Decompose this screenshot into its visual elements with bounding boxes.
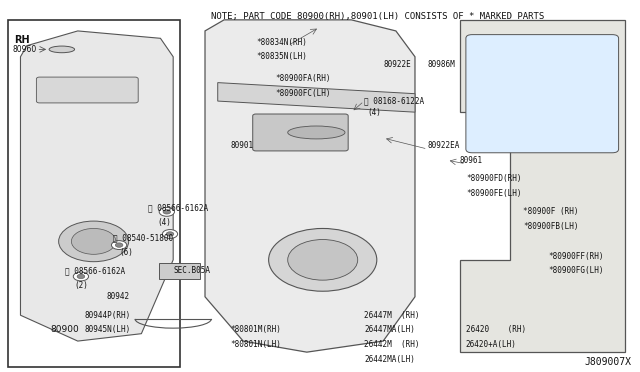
Circle shape xyxy=(72,228,116,254)
Polygon shape xyxy=(205,20,415,352)
Text: *80900FE(LH): *80900FE(LH) xyxy=(466,189,522,198)
Text: *80900FD(RH): *80900FD(RH) xyxy=(466,174,522,183)
Text: 26447MA(LH): 26447MA(LH) xyxy=(364,326,415,334)
Circle shape xyxy=(159,208,175,216)
Circle shape xyxy=(111,241,127,250)
Text: 80900: 80900 xyxy=(51,325,79,334)
Text: 26442MA(LH): 26442MA(LH) xyxy=(364,355,415,364)
Text: *80900FA(RH): *80900FA(RH) xyxy=(275,74,330,83)
Circle shape xyxy=(163,230,178,238)
Text: *80900FB(LH): *80900FB(LH) xyxy=(523,222,579,231)
Text: 26442M  (RH): 26442M (RH) xyxy=(364,340,420,349)
Text: 80945N(LH): 80945N(LH) xyxy=(84,326,131,334)
Text: 80922E: 80922E xyxy=(383,60,411,69)
Text: *80801N(LH): *80801N(LH) xyxy=(230,340,282,349)
Text: *80900F (RH): *80900F (RH) xyxy=(523,207,579,217)
Circle shape xyxy=(77,274,84,279)
Circle shape xyxy=(166,232,174,236)
Text: 80986M: 80986M xyxy=(428,60,456,69)
Text: (6): (6) xyxy=(119,248,133,257)
Text: (4): (4) xyxy=(157,218,171,227)
Polygon shape xyxy=(218,83,415,112)
Text: *80834N(RH): *80834N(RH) xyxy=(256,38,307,46)
Text: *80801M(RH): *80801M(RH) xyxy=(230,326,282,334)
Text: Ⓑ 08168-6122A: Ⓑ 08168-6122A xyxy=(364,97,424,106)
FancyBboxPatch shape xyxy=(159,263,200,279)
Polygon shape xyxy=(460,20,625,352)
Circle shape xyxy=(59,221,129,262)
Circle shape xyxy=(288,240,358,280)
Text: J809007X: J809007X xyxy=(584,357,631,367)
Text: *80900FC(LH): *80900FC(LH) xyxy=(275,89,330,98)
Ellipse shape xyxy=(288,126,345,139)
Text: 80960: 80960 xyxy=(12,45,36,54)
Text: *80900FG(LH): *80900FG(LH) xyxy=(548,266,604,275)
Text: 80961: 80961 xyxy=(460,155,483,165)
Text: 80922EA: 80922EA xyxy=(428,141,460,150)
Text: Ⓢ 08540-51800: Ⓢ 08540-51800 xyxy=(113,233,173,242)
Text: *80900FF(RH): *80900FF(RH) xyxy=(548,251,604,261)
Text: (2): (2) xyxy=(75,281,88,290)
Text: 26420    (RH): 26420 (RH) xyxy=(466,326,526,334)
Text: *80835N(LH): *80835N(LH) xyxy=(256,52,307,61)
Circle shape xyxy=(163,210,171,214)
FancyBboxPatch shape xyxy=(36,77,138,103)
Text: 80901: 80901 xyxy=(230,141,253,150)
Circle shape xyxy=(74,272,88,281)
Text: NOTE; PART CODE 80900(RH),80901(LH) CONSISTS OF * MARKED PARTS: NOTE; PART CODE 80900(RH),80901(LH) CONS… xyxy=(211,13,545,22)
Text: 26447M  (RH): 26447M (RH) xyxy=(364,311,420,320)
FancyBboxPatch shape xyxy=(466,35,619,153)
Text: 26420+A(LH): 26420+A(LH) xyxy=(466,340,516,349)
FancyBboxPatch shape xyxy=(253,114,348,151)
Polygon shape xyxy=(20,31,173,341)
Text: RH: RH xyxy=(14,35,29,45)
Circle shape xyxy=(269,228,377,291)
Text: 80944P(RH): 80944P(RH) xyxy=(84,311,131,320)
Text: SEC.B05A: SEC.B05A xyxy=(173,266,210,275)
Text: 80942: 80942 xyxy=(106,292,129,301)
Text: (4): (4) xyxy=(367,108,381,117)
Circle shape xyxy=(115,243,123,247)
Text: Ⓢ 08566-6162A: Ⓢ 08566-6162A xyxy=(148,203,208,213)
Ellipse shape xyxy=(49,46,75,53)
Text: Ⓢ 08566-6162A: Ⓢ 08566-6162A xyxy=(65,266,125,275)
Bar xyxy=(8,20,180,367)
